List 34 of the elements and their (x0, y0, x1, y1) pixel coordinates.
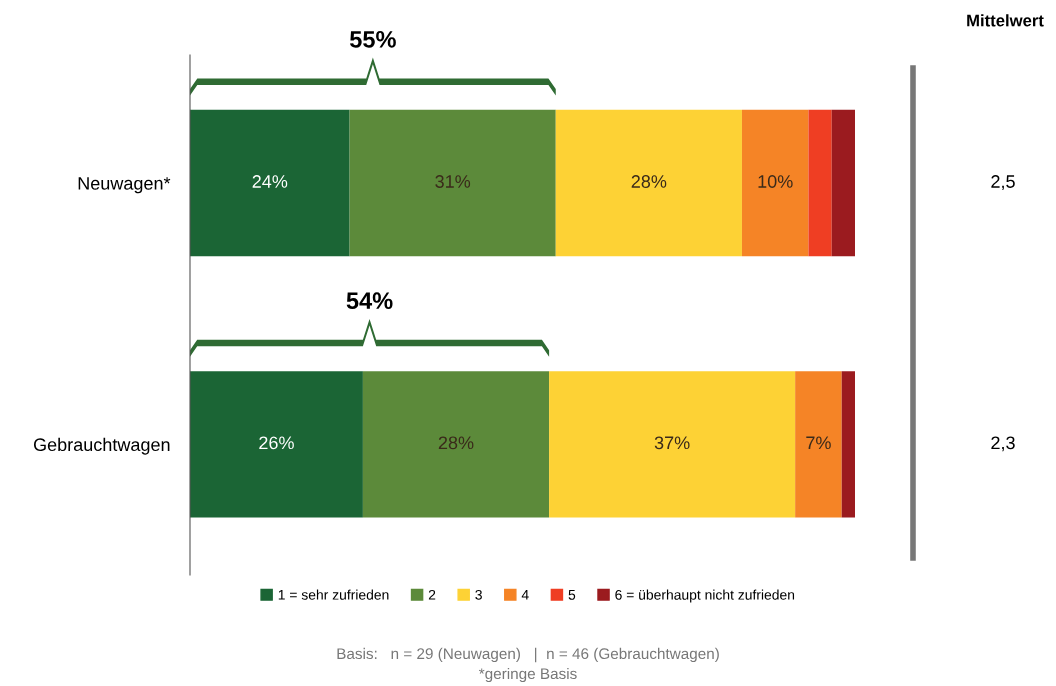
legend-label: 6 = überhaupt nicht zufrieden (615, 589, 795, 603)
legend-label: 2 (428, 589, 436, 600)
y-tick-label: Neuwagen* (78, 177, 171, 194)
bar (841, 371, 855, 518)
bar (190, 371, 363, 518)
text: Mittelwert (967, 14, 1044, 27)
data-label: 28% (438, 436, 474, 450)
text: 55% (349, 31, 396, 48)
annotation: 54% (346, 292, 393, 310)
text: 2,5 (991, 175, 1015, 191)
data-label: 31% (435, 175, 471, 188)
data-label: 26% (259, 436, 294, 450)
bar (795, 371, 842, 518)
data-label: 10% (758, 175, 793, 188)
text: 2,3 (991, 436, 1015, 452)
bar (549, 371, 796, 518)
data-label: 7% (806, 436, 831, 450)
text: *geringe Basis (478, 667, 577, 683)
bar (362, 371, 550, 518)
bar (555, 109, 742, 257)
legend-label: 1 = sehr zufrieden (278, 589, 389, 600)
bar (190, 109, 350, 257)
bar (831, 109, 855, 257)
bar (808, 109, 832, 257)
legend-label: 5 (568, 590, 576, 600)
data-label: 37% (654, 436, 690, 450)
data-label: 24% (252, 175, 288, 188)
bar (741, 109, 809, 257)
bar (349, 109, 556, 257)
legend-label: 4 (521, 590, 529, 600)
legend-label: 3 (475, 589, 482, 600)
text: Basis: n = 29 (Neuwagen) | n = 46 (Gebrauchtwagen) (337, 647, 719, 663)
data-label: 28% (631, 175, 667, 188)
y-tick-label: Gebrauchtwagen (33, 437, 170, 455)
